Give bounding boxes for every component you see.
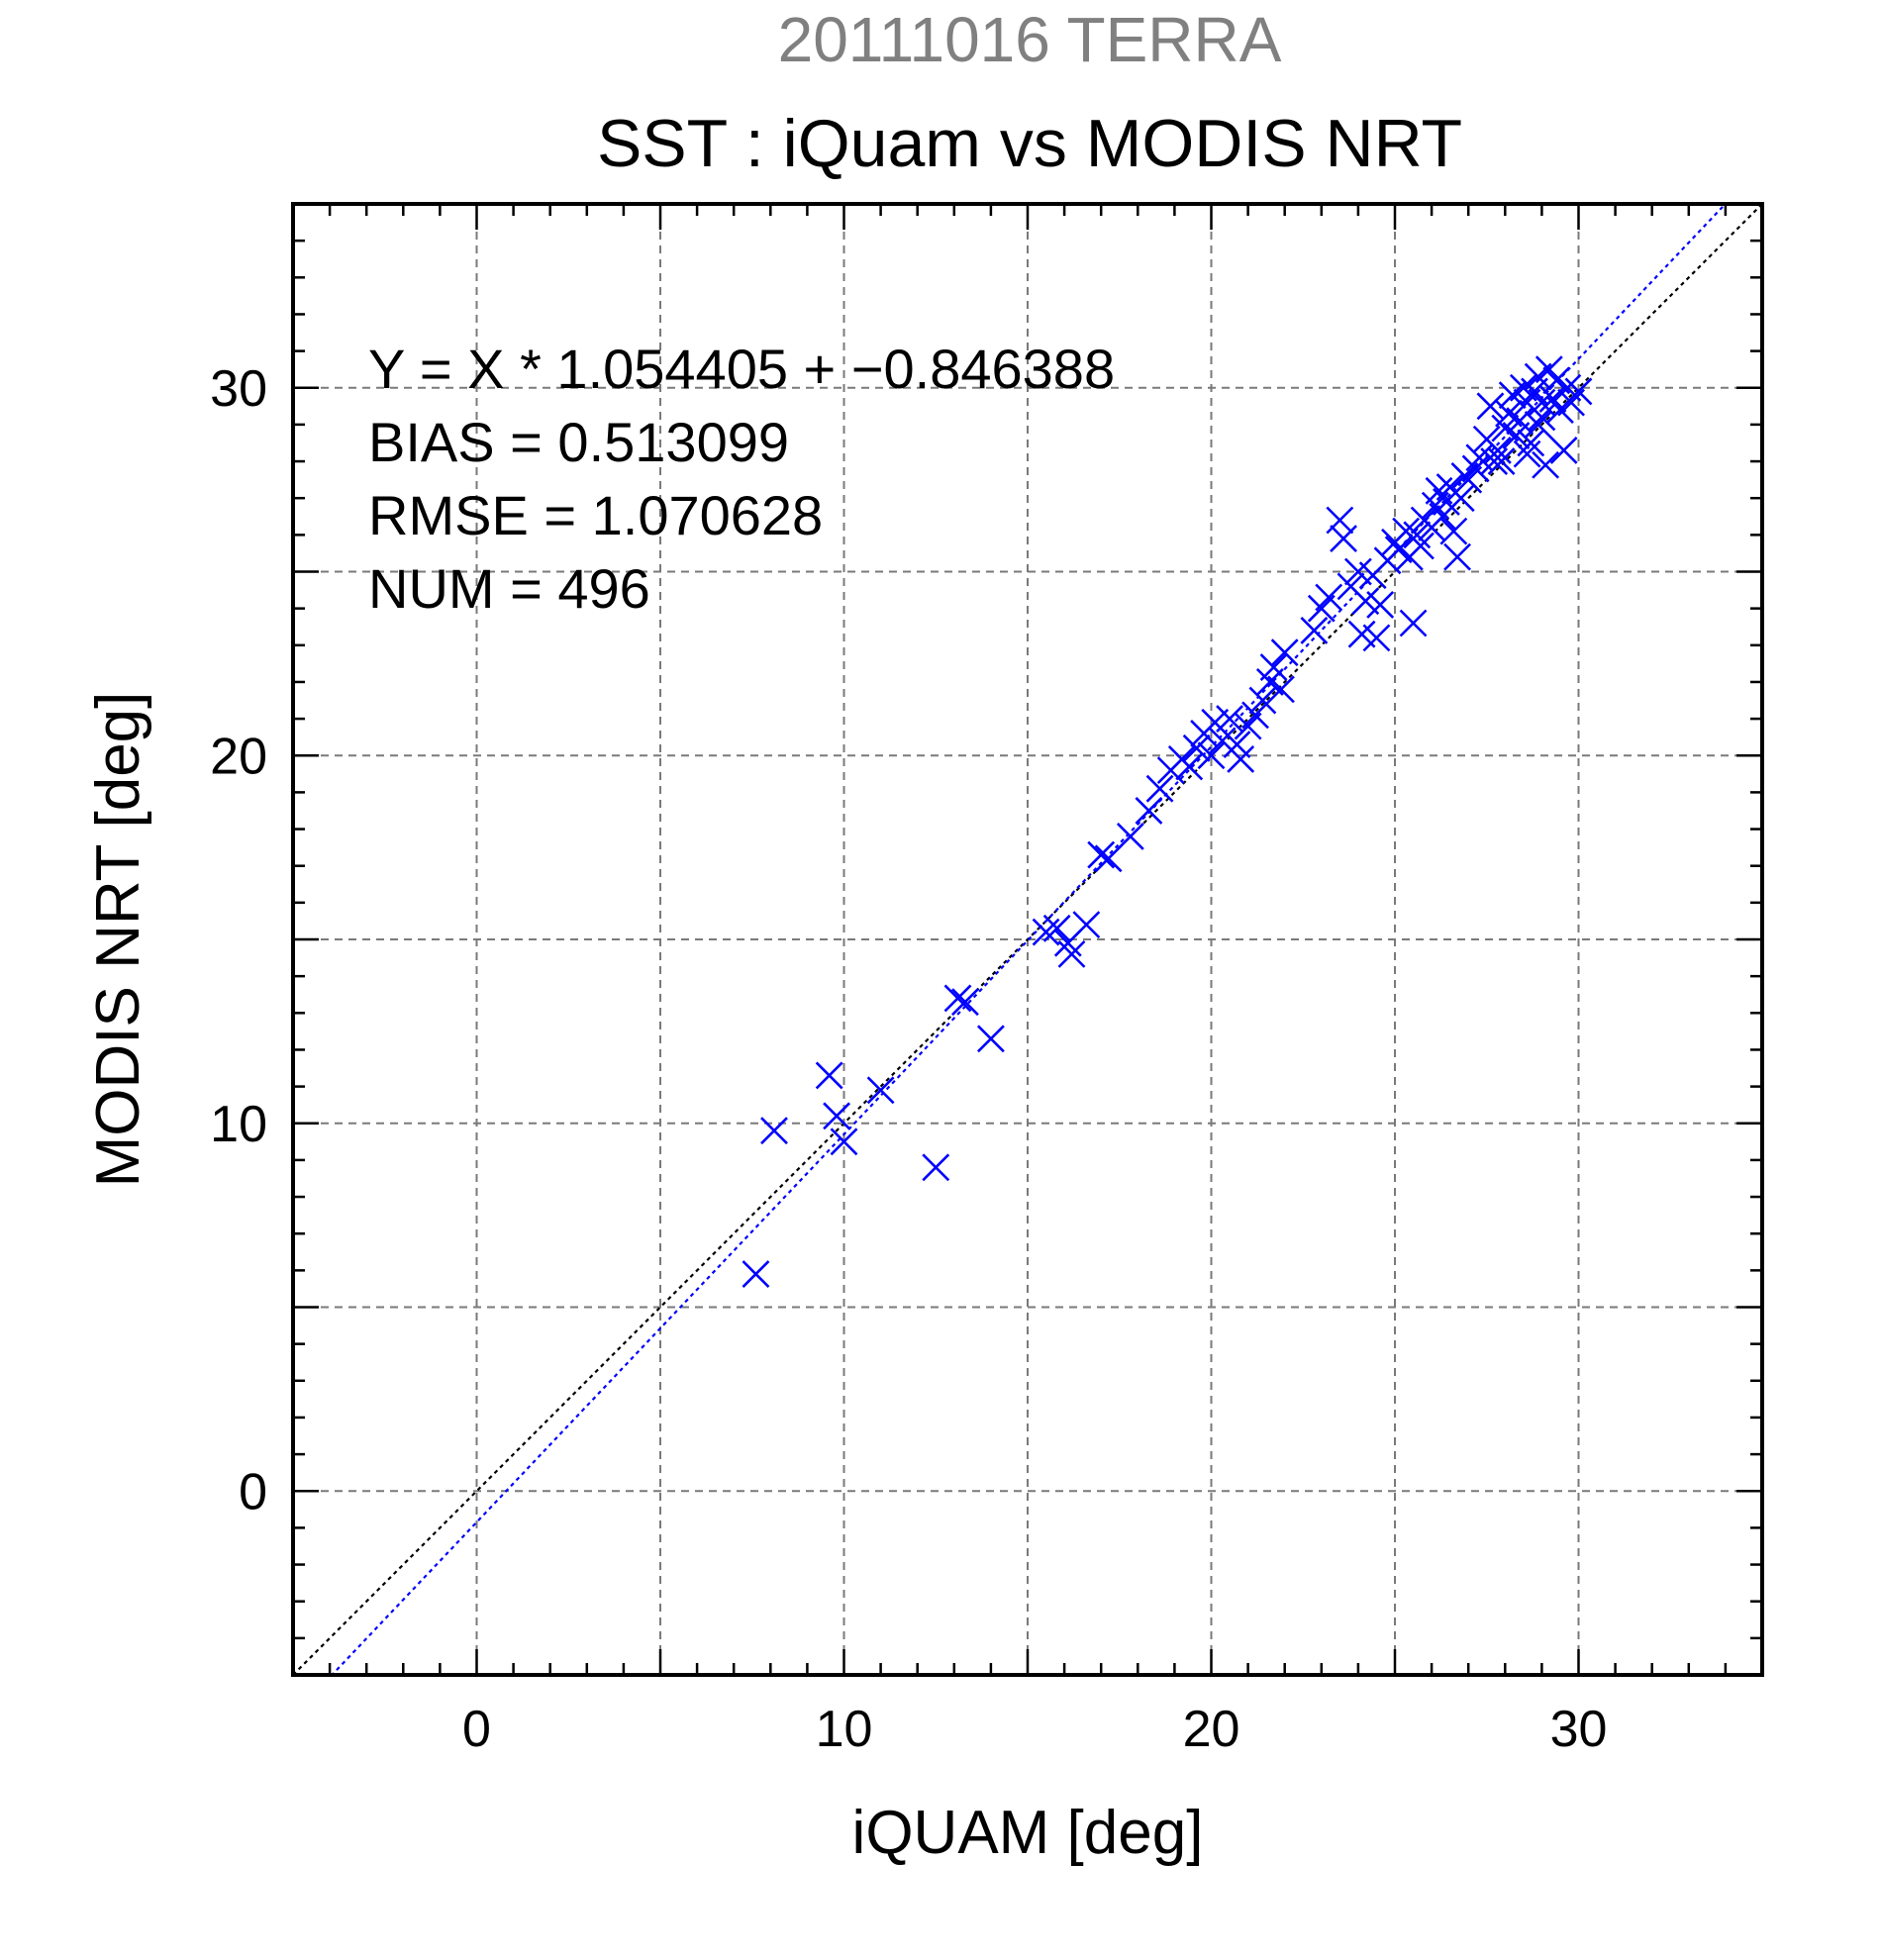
data-point [1072,911,1101,939]
data-point [1450,461,1479,490]
data-point [1216,705,1243,734]
data-points [742,355,1593,1288]
data-point [1267,675,1295,704]
data-point [760,1117,788,1145]
data-point [1135,797,1163,825]
one-to-one-line [293,204,1762,1675]
data-point [1439,517,1468,545]
y-tick-label: 10 [210,1096,267,1153]
x-tick-label: 20 [1183,1701,1240,1758]
data-point [830,1127,858,1156]
bias-stat: BIAS = 0.513099 [368,411,789,473]
data-point [1480,447,1509,475]
data-point [1487,447,1516,475]
data-point [1407,532,1435,560]
data-point [1549,436,1578,464]
data-point [951,988,979,1017]
data-point [1326,506,1354,535]
data-point [1517,429,1545,457]
data-point [1528,403,1556,432]
data-point [1403,521,1432,549]
data-point [1241,701,1269,730]
chart-supertitle: 20111016 TERRA [778,4,1282,75]
plot-frame [291,202,1764,1677]
x-axis-label: iQUAM [deg] [852,1799,1204,1867]
x-tick-labels: 0 10 20 30 [462,1701,1607,1758]
chart-title: SST : iQuam vs MODIS NRT [597,106,1462,181]
data-point [1175,752,1204,781]
data-point [943,984,972,1013]
y-axis-label: MODIS NRT [deg] [84,692,152,1188]
data-point [1366,591,1395,619]
num-stat: NUM = 496 [368,557,650,620]
data-point [1248,686,1277,715]
data-point [1042,914,1071,942]
data-point [1094,844,1123,873]
data-point [1182,734,1211,762]
data-point [1524,410,1552,439]
data-point [1443,542,1471,571]
data-point [1057,939,1086,968]
data-point [1564,377,1593,406]
data-point [1300,617,1329,644]
y-tick-label: 0 [239,1463,267,1520]
data-point [742,1260,770,1288]
data-point [1528,388,1556,417]
data-point [1145,774,1174,803]
data-point [976,1025,1005,1053]
y-tick-label: 20 [210,728,267,785]
data-point [815,1061,843,1090]
data-point [1399,609,1428,637]
data-point [1270,638,1299,667]
rmse-stat: RMSE = 1.070628 [368,484,823,546]
data-point [1483,436,1512,464]
regression-equation: Y = X * 1.054405 + −0.846388 [368,338,1115,400]
y-tick-labels: 0 10 20 30 [210,360,267,1521]
data-point [823,1102,850,1130]
data-point [1197,741,1226,770]
data-point [1330,525,1357,552]
data-point [922,1153,950,1182]
data-point [1532,450,1560,479]
data-point [1259,653,1288,682]
x-tick-label: 30 [1550,1701,1608,1758]
data-point [1227,745,1255,773]
data-point [1116,823,1144,850]
regression-stats: Y = X * 1.054405 + −0.846388 BIAS = 0.51… [368,338,1115,620]
data-point [1032,918,1060,946]
y-tick-label: 30 [210,360,267,418]
data-point [1087,840,1116,869]
data-point [1476,392,1505,421]
data-point [1513,440,1541,468]
reference-lines [293,204,1762,1675]
data-point [866,1076,895,1105]
x-tick-label: 10 [816,1701,873,1758]
data-point [1315,583,1343,612]
x-tick-label: 0 [462,1701,491,1758]
data-point [1362,624,1391,652]
